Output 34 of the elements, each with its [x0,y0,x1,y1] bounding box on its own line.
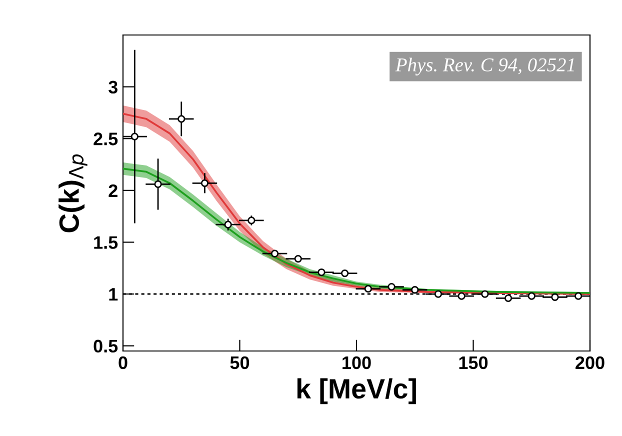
x-tick-label: 200 [576,356,604,370]
point [388,282,396,291]
point [154,180,162,188]
y-tick-label: 0.5 [94,340,118,353]
y-tick-label: 2.5 [94,132,118,146]
point [318,268,326,276]
y-tick-label: 3 [108,80,118,94]
y-tick-label: 1 [109,288,118,301]
x-tick-label: 150 [459,356,488,370]
point [294,254,302,263]
point [434,290,442,298]
point [481,290,489,298]
point [364,285,372,293]
point [341,269,349,278]
x-tick-label: 50 [230,356,250,370]
y-axis-title: C(k)$_{Λp}$ [58,154,88,232]
point [574,292,582,300]
point [504,294,512,302]
y-tick-label: 1.5 [94,236,118,249]
y-tick-label: 2 [108,184,118,197]
point [411,286,419,294]
x-axis-title: k [MeV/c] [297,378,416,404]
point [178,115,186,123]
point [248,216,256,224]
point [528,292,536,300]
point [551,293,559,301]
point [200,179,209,187]
point [458,292,466,300]
x-tick-label: 100 [342,356,371,370]
x-tick-label: 0 [118,356,128,370]
point [270,250,279,258]
point [130,132,138,140]
annotation: Phys. Rev. C 94, 02521 [395,58,574,76]
point [224,220,232,228]
